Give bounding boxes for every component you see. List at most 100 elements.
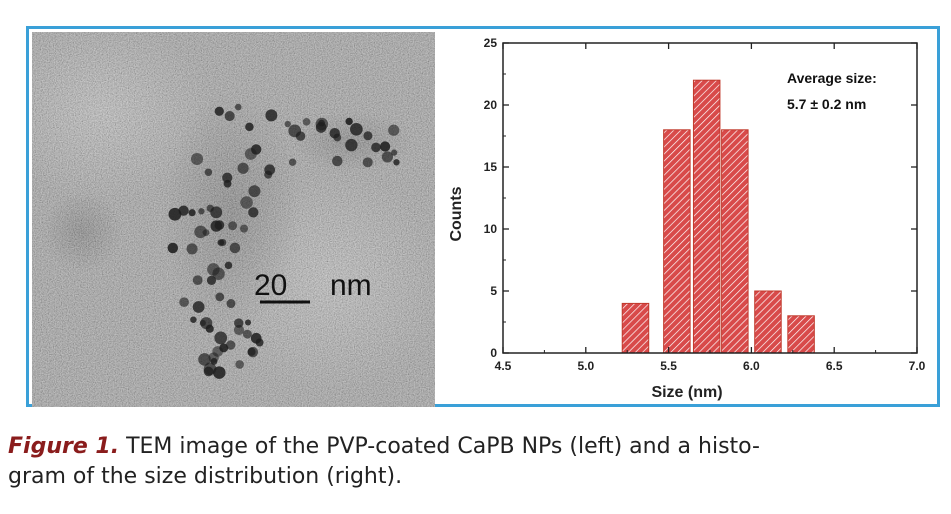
size-histogram: 4.5 5.0 5.5 6.0 6.5 7.0 0 5 10 15 20 25 Size (nm) C… (448, 36, 926, 401)
nanoparticle (371, 142, 381, 153)
y-axis-title: Counts (448, 186, 465, 241)
x-tick-label: 5.0 (577, 359, 594, 373)
nanoparticle (212, 366, 226, 379)
x-tick-label: 6.0 (743, 359, 760, 373)
nanoparticle (214, 220, 225, 230)
nanoparticle (234, 103, 242, 111)
nanoparticle (242, 329, 252, 339)
tem-micrograph: 20 nm (32, 32, 435, 407)
nanoparticle (206, 275, 217, 285)
caption-text-line2: gram of the size distribution (right). (8, 464, 403, 489)
nanoparticle (198, 353, 211, 366)
nanoparticle (333, 133, 342, 142)
nanoparticle (381, 151, 394, 163)
x-tick-label: 6.5 (826, 359, 843, 373)
average-size-value: 5.7 ± 0.2 nm (787, 96, 866, 112)
nanoparticle (265, 109, 278, 122)
nanoparticle (255, 338, 264, 347)
x-tick-label: 7.0 (909, 359, 926, 373)
nanoparticle (225, 340, 236, 350)
y-tick-label: 10 (484, 222, 498, 236)
nanoparticle (248, 207, 259, 218)
nanoparticle (190, 153, 204, 166)
figure-caption: Figure 1. TEM image of the PVP-coated Ca… (8, 432, 943, 492)
x-axis-title: Size (nm) (651, 384, 722, 401)
y-tick-label: 5 (490, 284, 497, 298)
nanoparticle (210, 206, 223, 219)
nanoparticle (179, 297, 189, 307)
nanoparticle (192, 275, 203, 286)
nanoparticle (288, 124, 302, 138)
nanoparticle (214, 106, 224, 116)
nanoparticle (393, 159, 400, 166)
nanoparticle (204, 168, 213, 177)
histogram-bar-2 (692, 79, 721, 354)
histogram-bar-3 (721, 129, 749, 354)
nanoparticle (203, 366, 214, 377)
nanoparticle (224, 261, 233, 270)
scale-bar-value: 20 (254, 269, 287, 302)
nanoparticle (248, 185, 261, 198)
nanoparticle (190, 316, 197, 323)
nanoparticle (194, 225, 207, 239)
histogram-bar-1 (663, 129, 691, 354)
caption-text-line1: TEM image of the PVP-coated CaPB NPs (le… (119, 434, 760, 459)
nanoparticle (212, 346, 224, 357)
nanoparticle (244, 148, 257, 160)
nanoparticle (167, 242, 179, 254)
scale-bar-unit: nm (330, 269, 372, 302)
nanoparticle-dots (167, 103, 400, 379)
nanoparticle (284, 120, 291, 128)
nanoparticle (302, 117, 311, 126)
nanoparticle (315, 122, 327, 133)
nanoparticle (198, 208, 205, 215)
nanoparticle (205, 324, 214, 333)
nanoparticle (362, 157, 373, 168)
nanoparticle (168, 207, 182, 221)
nanoparticle (237, 162, 249, 174)
nanoparticle (264, 164, 276, 176)
nanoparticle (222, 172, 233, 183)
nanoparticle (245, 122, 254, 132)
nanoparticle (226, 299, 236, 308)
nanoparticle (214, 331, 228, 345)
nanoparticle (178, 205, 189, 216)
y-tick-label: 20 (484, 98, 498, 112)
nanoparticle (345, 117, 353, 126)
histogram-bar-5 (787, 315, 815, 354)
nanoparticle (229, 242, 241, 254)
nanoparticle (288, 158, 297, 166)
nanoparticle (215, 292, 225, 302)
nanoparticle (363, 131, 373, 141)
nanoparticle (350, 122, 363, 136)
nanoparticle (217, 239, 225, 246)
y-tick-label: 15 (484, 160, 498, 174)
nanoparticle (240, 196, 253, 209)
nanoparticle (388, 124, 400, 136)
figure-frame: 20 nm 4.5 5.0 5.5 6.0 6.5 7.0 0 5 10 15 20 25 Size … (26, 26, 940, 407)
y-tick-label: 25 (484, 36, 498, 50)
nanoparticle (192, 301, 205, 313)
figure-label: Figure 1. (8, 434, 120, 459)
nanoparticle (247, 347, 256, 356)
average-size-label: Average size: (787, 70, 877, 86)
nanoparticle (235, 360, 244, 369)
nanoparticle (228, 221, 238, 231)
tem-image: 20 nm (32, 32, 435, 407)
nanoparticle (239, 224, 249, 233)
y-tick-label: 0 (490, 346, 497, 360)
nanoparticle (233, 324, 245, 336)
nanoparticle (345, 138, 358, 152)
nanoparticle (331, 155, 343, 167)
nanoparticle (224, 110, 235, 122)
nanoparticle (391, 149, 398, 156)
nanoparticle (245, 319, 252, 326)
nanoparticle (379, 141, 391, 152)
nanoparticle (186, 243, 198, 255)
x-tick-label: 5.5 (660, 359, 677, 373)
histogram-bar-4 (754, 290, 782, 354)
nanoparticle (188, 209, 196, 217)
nanoparticle (212, 267, 225, 280)
histogram-panel: 4.5 5.0 5.5 6.0 6.5 7.0 0 5 10 15 20 25 Size (nm) C… (435, 29, 940, 404)
histogram-bar-0 (621, 302, 650, 354)
